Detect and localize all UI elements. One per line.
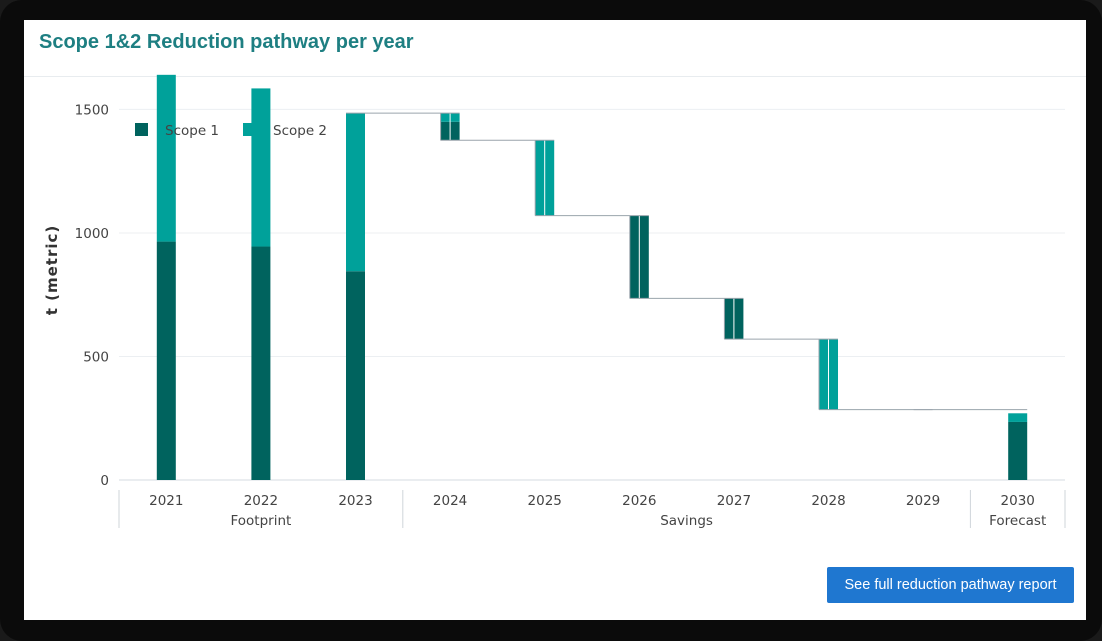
- y-tick-label: 500: [83, 349, 109, 365]
- y-tick-label: 1500: [75, 102, 109, 118]
- legend-label-scope2: Scope 2: [273, 123, 327, 139]
- x-group-label: Forecast: [989, 513, 1046, 529]
- bar-scope2: [346, 113, 365, 272]
- bar-scope2: [251, 88, 271, 247]
- y-axis-title: t (metric): [43, 225, 61, 316]
- card-header: Scope 1&2 Reduction pathway per year: [24, 20, 1086, 77]
- x-tick-label: 2026: [622, 493, 656, 509]
- x-tick-label: 2027: [717, 493, 751, 509]
- bar-scope1: [346, 271, 365, 480]
- x-group-label: Footprint: [230, 513, 291, 529]
- legend-swatch-scope1: [135, 123, 148, 136]
- x-tick-label: 2022: [244, 493, 278, 509]
- bar-scope1: [156, 241, 176, 480]
- y-tick-label: 1000: [75, 226, 109, 242]
- x-group-label: Savings: [660, 513, 713, 529]
- full-report-button[interactable]: See full reduction pathway report: [827, 567, 1074, 603]
- waterfall-chart: 0 500 1000 1500 t (metric) 2021 2022 2023 2024 20…: [43, 74, 1066, 529]
- bar-scope1: [1008, 421, 1028, 480]
- legend-label-scope1: Scope 1: [165, 123, 219, 139]
- x-tick-label: 2029: [906, 493, 940, 509]
- x-tick-label: 2030: [1001, 493, 1035, 509]
- x-tick-label: 2021: [149, 493, 183, 509]
- card-title: Scope 1&2 Reduction pathway per year: [39, 31, 414, 53]
- chart-card: Scope 1&2 Reduction pathway per year 0 50…: [24, 20, 1086, 620]
- bar-scope2: [1008, 413, 1028, 422]
- x-tick-label: 2023: [338, 493, 372, 509]
- legend-swatch-scope2: [243, 123, 256, 136]
- x-tick-label: 2025: [528, 493, 562, 509]
- y-tick-label: 0: [100, 473, 109, 489]
- x-tick-label: 2024: [433, 493, 467, 509]
- bar-scope1: [251, 246, 271, 480]
- x-tick-label: 2028: [811, 493, 845, 509]
- bar-scope2: [156, 74, 176, 242]
